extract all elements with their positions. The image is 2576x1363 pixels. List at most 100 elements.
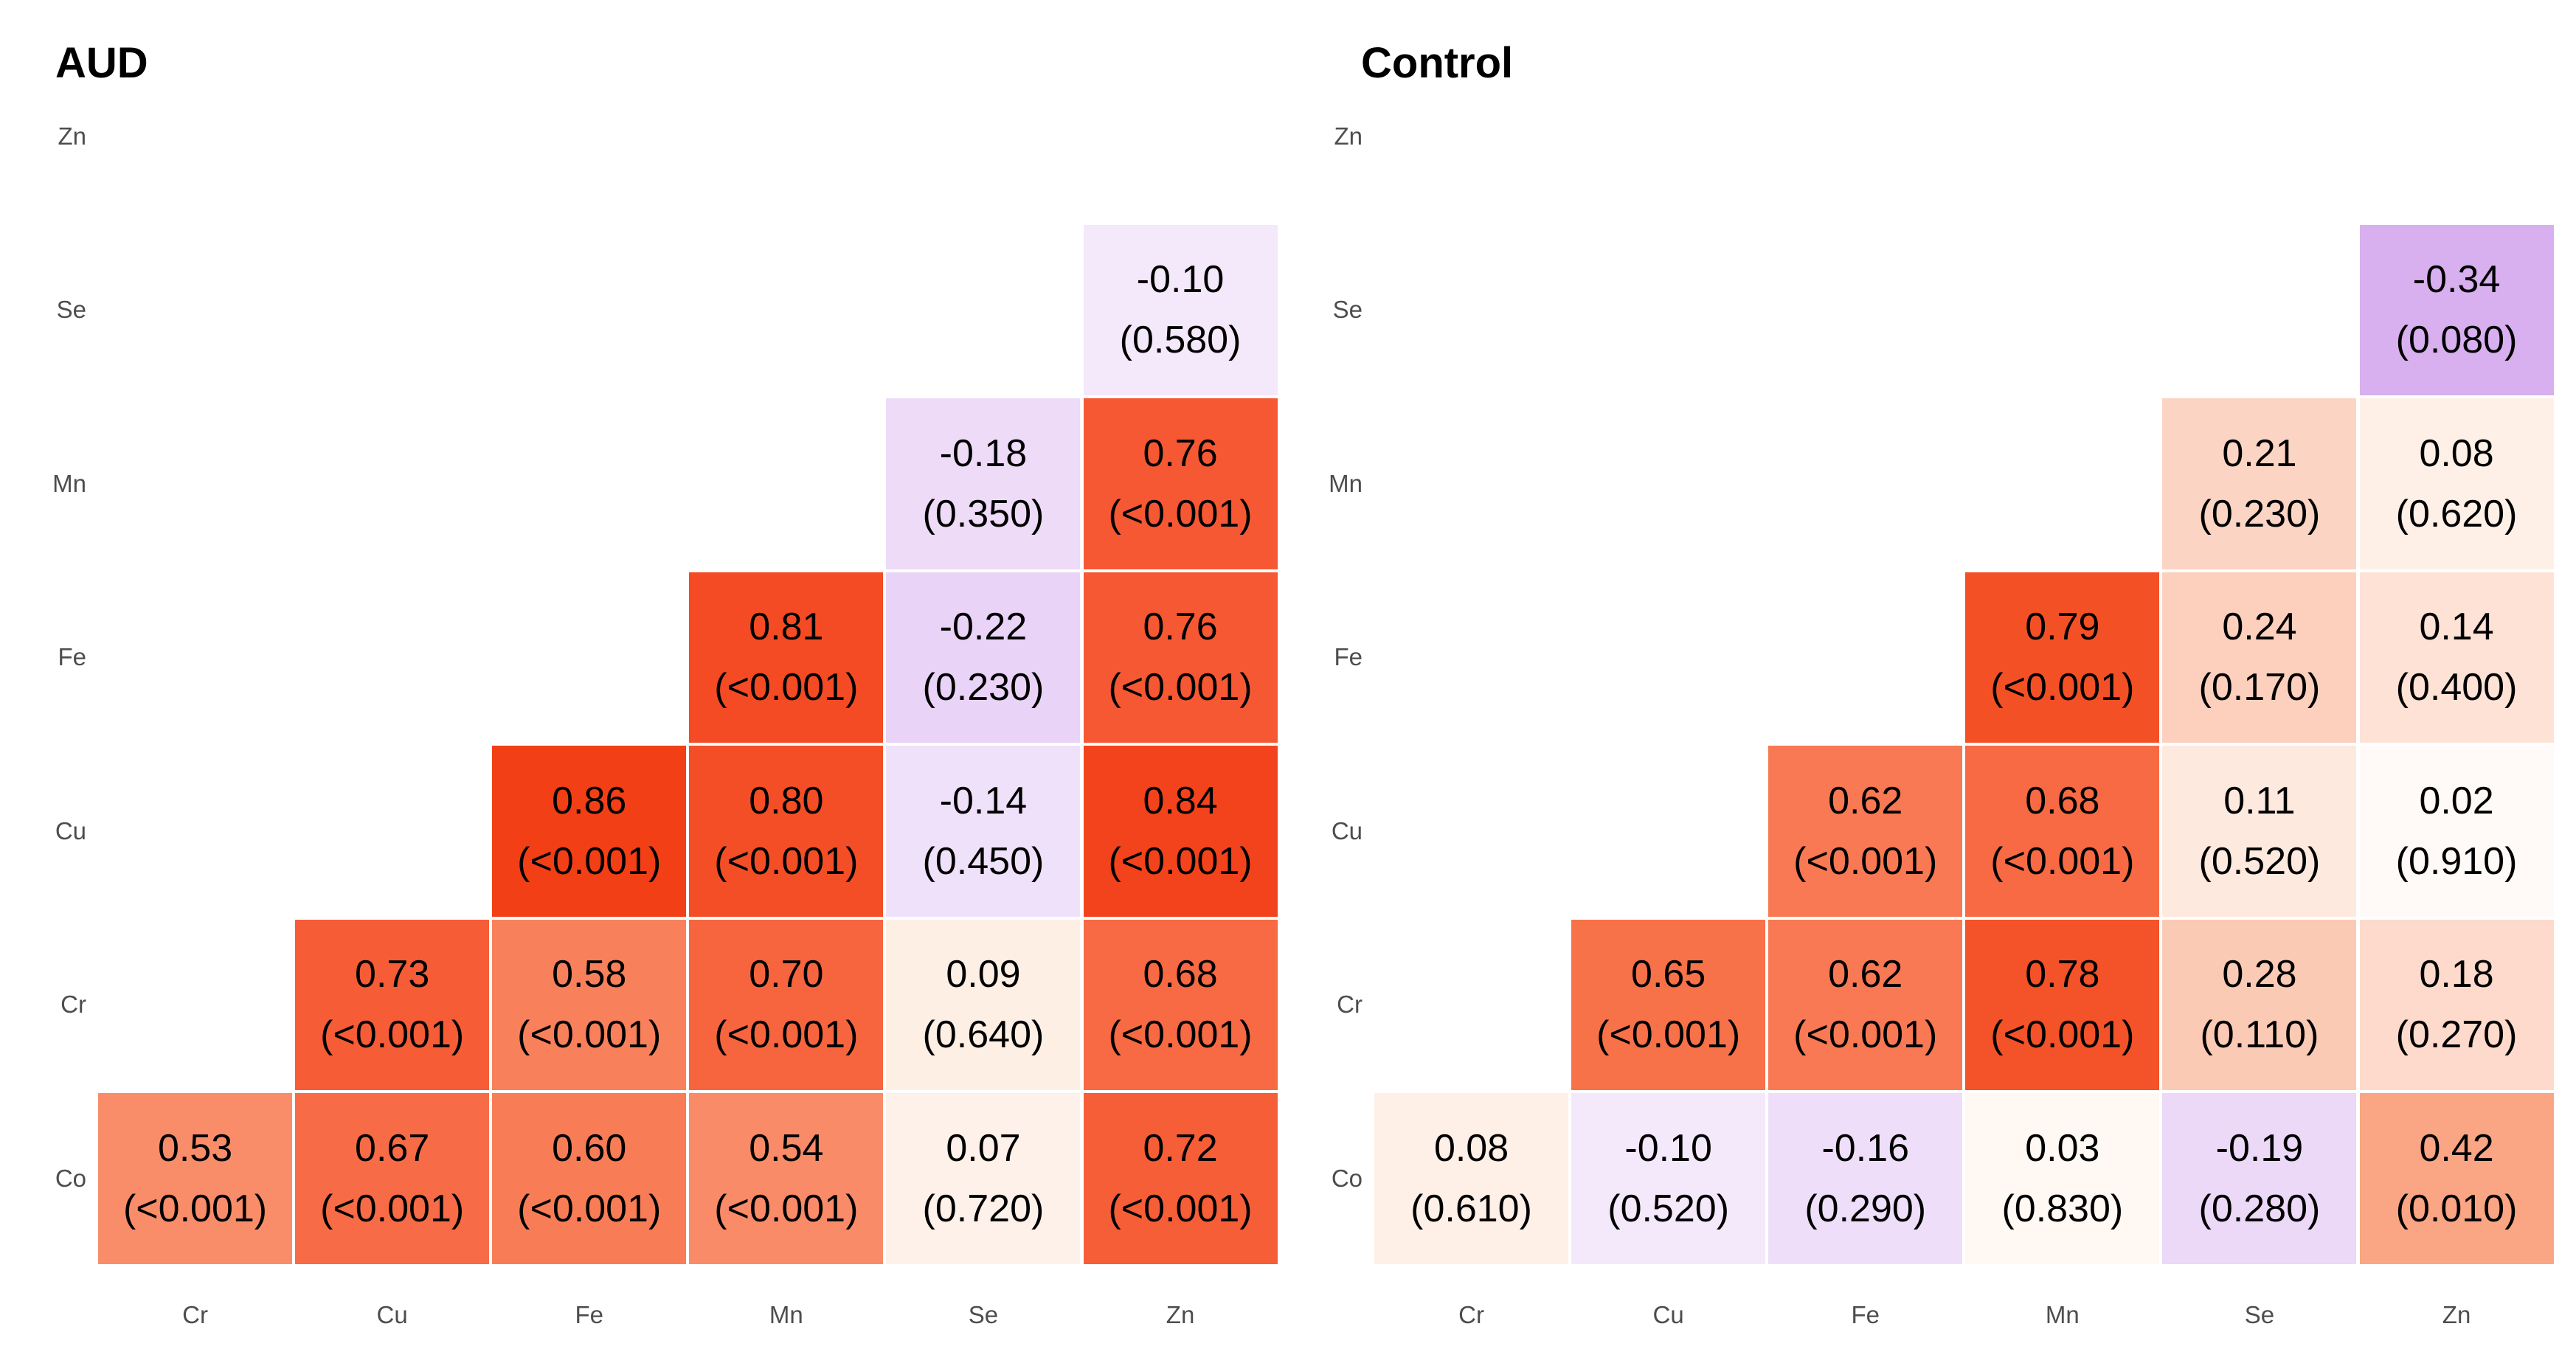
correlation-value: 0.02 <box>2419 779 2494 822</box>
correlation-value: 0.81 <box>749 606 824 649</box>
p-value: (0.080) <box>2395 319 2518 362</box>
row-axis-label-se: Se <box>1332 296 1363 324</box>
correlation-value: 0.53 <box>157 1126 233 1170</box>
p-value: (0.450) <box>922 839 1045 883</box>
heatmap-cell-cr-zn: 0.68 (<0.001) <box>1083 919 1278 1090</box>
panel-title-control: Control <box>1361 39 1514 87</box>
col-axis-label-mn: Mn <box>2045 1301 2080 1328</box>
correlation-value: 0.80 <box>749 779 824 822</box>
p-value: (<0.001) <box>1108 1013 1253 1057</box>
heatmap-cell-co-cr: 0.53 (<0.001) <box>98 1093 293 1264</box>
correlation-value: 0.28 <box>2222 953 2297 996</box>
col-axis-label-cu: Cu <box>1652 1301 1684 1328</box>
correlation-value: 0.08 <box>1433 1126 1509 1170</box>
heatmap-cell-se-zn: -0.34 (0.080) <box>2359 224 2554 395</box>
correlation-value: 0.24 <box>2222 606 2297 649</box>
row-axis-label-zn: Zn <box>1334 122 1363 150</box>
p-value: (<0.001) <box>1108 1187 1253 1230</box>
correlation-value: 0.42 <box>2419 1126 2494 1170</box>
row-axis-label-zn: Zn <box>58 122 86 150</box>
heatmap-cell-cu-fe: 0.86 (<0.001) <box>492 746 687 917</box>
p-value: (<0.001) <box>320 1013 465 1057</box>
p-value: (<0.001) <box>1990 666 2135 710</box>
p-value: (<0.001) <box>714 1013 859 1057</box>
heatmap-cell-cr-mn: 0.70 (<0.001) <box>689 919 884 1090</box>
col-axis-label-se: Se <box>2244 1301 2275 1328</box>
correlation-value: 0.08 <box>2419 431 2494 475</box>
correlation-value: 0.62 <box>1828 779 1903 822</box>
correlation-value: 0.09 <box>946 953 1021 996</box>
correlation-value: 0.03 <box>2025 1126 2100 1170</box>
correlation-value: 0.68 <box>1143 953 1218 996</box>
p-value: (<0.001) <box>714 666 859 710</box>
heatmap-cell-co-zn: 0.42 (0.010) <box>2359 1093 2554 1264</box>
correlation-value: 0.86 <box>552 779 627 822</box>
p-value: (<0.001) <box>320 1187 465 1230</box>
p-value: (0.580) <box>1119 319 1242 362</box>
p-value: (0.290) <box>1804 1187 1927 1230</box>
heatmap-cell-fe-zn: 0.14 (0.400) <box>2359 572 2554 743</box>
correlation-value: -0.19 <box>2215 1126 2304 1170</box>
correlation-value: 0.62 <box>1828 953 1903 996</box>
correlation-value: 0.18 <box>2419 953 2494 996</box>
col-axis-label-cu: Cu <box>376 1301 408 1328</box>
col-axis-label-zn: Zn <box>1166 1301 1195 1328</box>
p-value: (0.230) <box>922 666 1045 710</box>
correlation-value: -0.14 <box>939 779 1028 822</box>
p-value: (<0.001) <box>122 1187 268 1230</box>
heatmap-cell-cr-zn: 0.18 (0.270) <box>2359 919 2554 1090</box>
correlation-value: 0.58 <box>552 953 627 996</box>
p-value: (<0.001) <box>714 839 859 883</box>
heatmap-cell-co-cr: 0.08 (0.610) <box>1374 1093 1569 1264</box>
row-axis-label-cu: Cu <box>55 816 86 844</box>
col-axis-label-fe: Fe <box>1851 1301 1880 1328</box>
correlation-value: 0.54 <box>749 1126 824 1170</box>
correlation-value: 0.76 <box>1143 606 1218 649</box>
p-value: (0.110) <box>2200 1013 2319 1057</box>
panel-title-aud: AUD <box>55 39 148 87</box>
p-value: (0.910) <box>2395 839 2518 883</box>
heatmap-cell-co-cu: 0.67 (<0.001) <box>295 1093 490 1264</box>
col-axis-label-se: Se <box>968 1301 999 1328</box>
heatmap-cell-cu-se: 0.11 (0.520) <box>2162 746 2357 917</box>
row-axis-label-cr: Cr <box>1337 991 1363 1019</box>
p-value: (0.230) <box>2198 492 2321 535</box>
correlation-value: 0.07 <box>946 1126 1021 1170</box>
correlation-value: -0.16 <box>1821 1126 1909 1170</box>
p-value: (<0.001) <box>1793 1013 1938 1057</box>
p-value: (0.400) <box>2395 666 2518 710</box>
heatmap-cell-fe-se: 0.24 (0.170) <box>2162 572 2357 743</box>
heatmap-cell-fe-zn: 0.76 (<0.001) <box>1083 572 1278 743</box>
heatmap-cell-cr-fe: 0.62 (<0.001) <box>1768 919 1963 1090</box>
p-value: (0.270) <box>2395 1013 2518 1057</box>
p-value: (0.620) <box>2395 492 2518 535</box>
heatmap-cell-cr-mn: 0.78 (<0.001) <box>1965 919 2160 1090</box>
heatmap-cell-mn-se: 0.21 (0.230) <box>2162 398 2357 569</box>
correlation-value: 0.60 <box>552 1126 627 1170</box>
heatmap-cell-mn-zn: 0.08 (0.620) <box>2359 398 2554 569</box>
row-axis-label-mn: Mn <box>1329 469 1363 497</box>
p-value: (<0.001) <box>517 1013 662 1057</box>
correlation-value: 0.76 <box>1143 431 1218 475</box>
heatmap-cell-cu-fe: 0.62 (<0.001) <box>1768 746 1963 917</box>
heatmap-cell-co-se: -0.19 (0.280) <box>2162 1093 2357 1264</box>
p-value: (0.830) <box>2001 1187 2124 1230</box>
heatmap-cell-cu-mn: 0.80 (<0.001) <box>689 746 884 917</box>
heatmap-cell-se-zn: -0.10 (0.580) <box>1083 224 1278 395</box>
row-axis-label-fe: Fe <box>58 643 86 671</box>
p-value: (0.520) <box>2198 839 2321 883</box>
heatmap-cell-mn-zn: 0.76 (<0.001) <box>1083 398 1278 569</box>
row-axis-label-cu: Cu <box>1331 816 1363 844</box>
correlation-value: -0.22 <box>939 606 1028 649</box>
heatmap-cell-co-zn: 0.72 (<0.001) <box>1083 1093 1278 1264</box>
heatmap-cell-mn-se: -0.18 (0.350) <box>886 398 1081 569</box>
p-value: (<0.001) <box>1990 839 2135 883</box>
p-value: (0.720) <box>922 1187 1045 1230</box>
p-value: (0.010) <box>2395 1187 2518 1230</box>
heatmap-cell-co-fe: -0.16 (0.290) <box>1768 1093 1963 1264</box>
row-axis-label-cr: Cr <box>60 991 86 1019</box>
correlation-value: 0.14 <box>2419 606 2494 649</box>
heatmap-cell-co-mn: 0.03 (0.830) <box>1965 1093 2160 1264</box>
p-value: (<0.001) <box>714 1187 859 1230</box>
